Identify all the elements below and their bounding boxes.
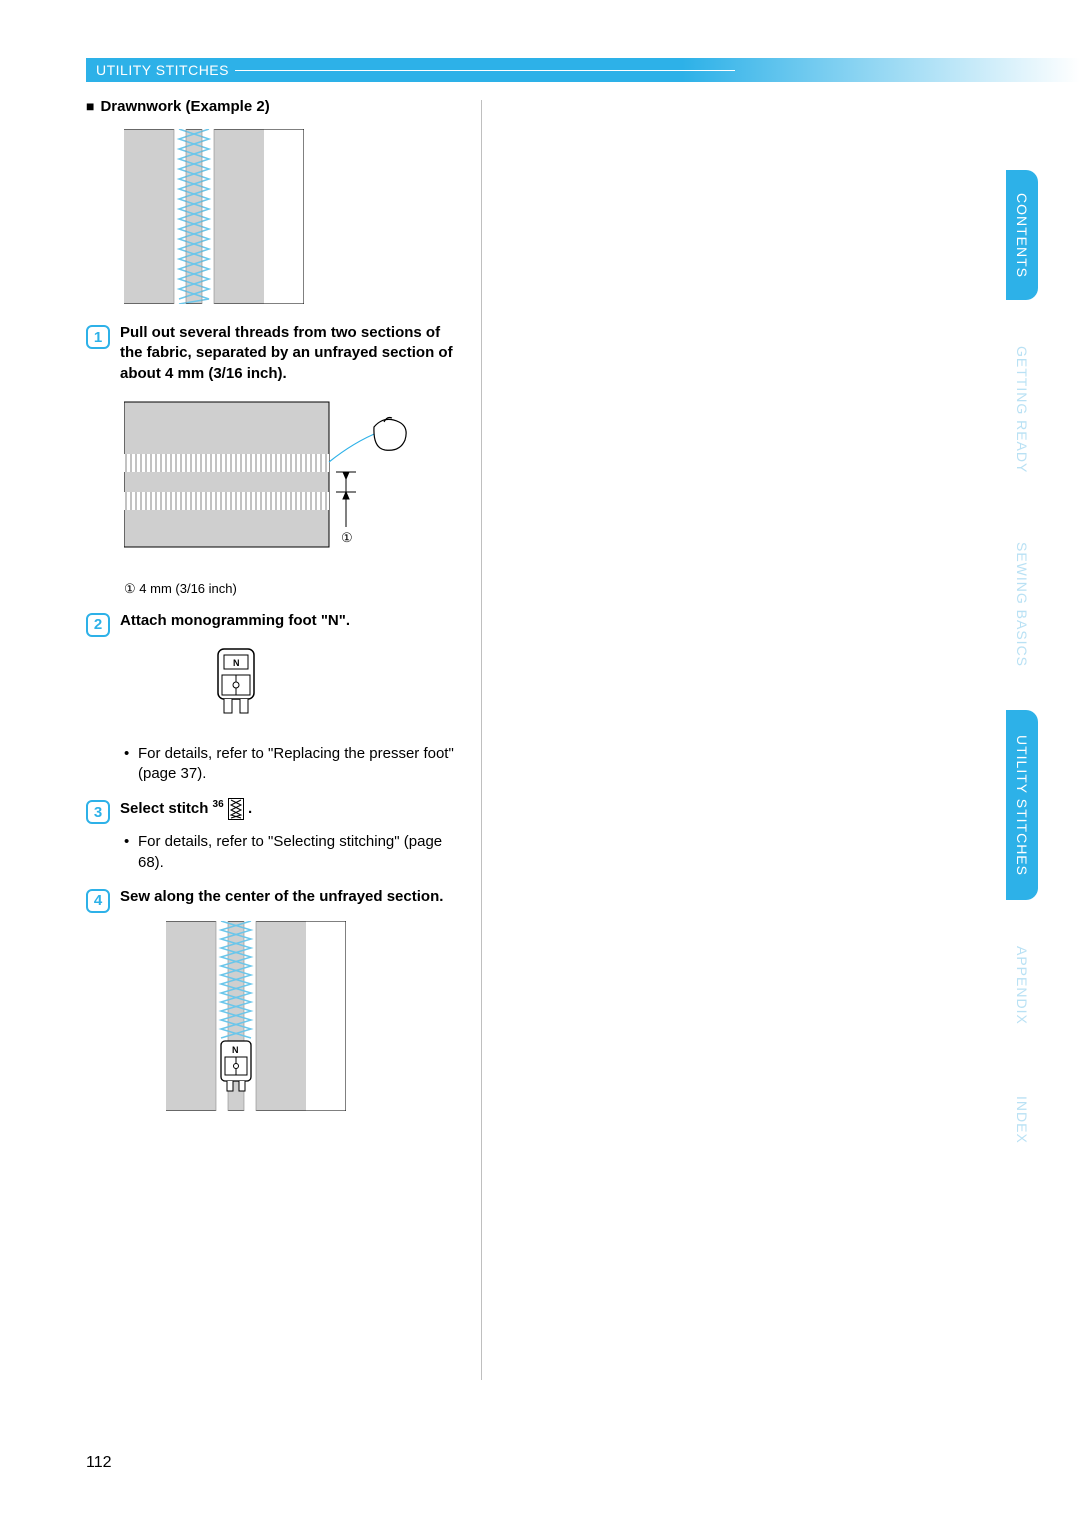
callout-1-marker: ①: [124, 581, 136, 596]
tab-sewing-basics[interactable]: SEWING BASICS: [1006, 520, 1038, 690]
tab-sewing-basics-label: SEWING BASICS: [1014, 542, 1030, 667]
step-3-sup: 36: [213, 799, 224, 810]
tab-appendix[interactable]: APPENDIX: [1006, 920, 1038, 1050]
tab-getting-ready-label: GETTING READY: [1014, 346, 1030, 473]
step-4: 4 Sew along the center of the unfrayed s…: [86, 887, 466, 913]
svg-text:N: N: [233, 658, 240, 668]
step-3: 3 Select stitch 36 .: [86, 798, 466, 824]
content-column: ■ Drawnwork (Example 2): [86, 98, 466, 1130]
callout-1: ① 4 mm (3/16 inch): [124, 581, 466, 597]
step-2-text: Attach monogramming foot "N".: [120, 612, 350, 629]
section-title: ■ Drawnwork (Example 2): [86, 98, 466, 115]
step-1-number: 1: [86, 325, 110, 349]
section-title-text: Drawnwork (Example 2): [100, 98, 269, 115]
step-1: 1 Pull out several threads from two sect…: [86, 323, 466, 384]
step-4-number: 4: [86, 889, 110, 913]
tab-index[interactable]: INDEX: [1006, 1070, 1038, 1170]
callout-1-text: 4 mm (3/16 inch): [139, 581, 237, 596]
step-3-number: 3: [86, 800, 110, 824]
figure-foot-n: N: [206, 645, 466, 730]
figure-drawnwork-example: [124, 129, 466, 309]
tab-contents[interactable]: CONTENTS: [1006, 170, 1038, 300]
tab-index-label: INDEX: [1014, 1096, 1030, 1144]
step-2: 2 Attach monogramming foot "N".: [86, 611, 466, 637]
step-2-number: 2: [86, 613, 110, 637]
page-number: 112: [86, 1454, 112, 1472]
section-header-label: UTILITY STITCHES: [96, 62, 229, 78]
svg-text:N: N: [232, 1045, 239, 1055]
step-4-text: Sew along the center of the unfrayed sec…: [120, 888, 443, 905]
section-header: UTILITY STITCHES: [86, 58, 1080, 82]
square-bullet-icon: ■: [86, 98, 94, 114]
tab-getting-ready[interactable]: GETTING READY: [1006, 320, 1038, 500]
tab-utility-stitches[interactable]: UTILITY STITCHES: [1006, 710, 1038, 900]
bullet-step-3: For details, refer to "Selecting stitchi…: [138, 832, 466, 873]
figure-pulling-threads: ①: [124, 392, 466, 567]
tab-contents-label: CONTENTS: [1014, 193, 1030, 278]
header-rule: [235, 70, 735, 71]
callout-marker-1: ①: [341, 530, 353, 545]
step-3-text-post: .: [248, 800, 252, 817]
figure-sew-center: N: [166, 921, 466, 1116]
stitch-icon: [228, 798, 244, 820]
step-1-text: Pull out several threads from two sectio…: [120, 324, 453, 382]
sidebar-tabs: CONTENTS GETTING READY SEWING BASICS UTI…: [1006, 170, 1038, 1170]
tab-utility-stitches-label: UTILITY STITCHES: [1014, 735, 1030, 876]
tab-appendix-label: APPENDIX: [1014, 946, 1030, 1025]
column-divider: [481, 100, 482, 1380]
step-3-text-pre: Select stitch: [120, 800, 213, 817]
bullet-step-2: For details, refer to "Replacing the pre…: [138, 744, 466, 785]
